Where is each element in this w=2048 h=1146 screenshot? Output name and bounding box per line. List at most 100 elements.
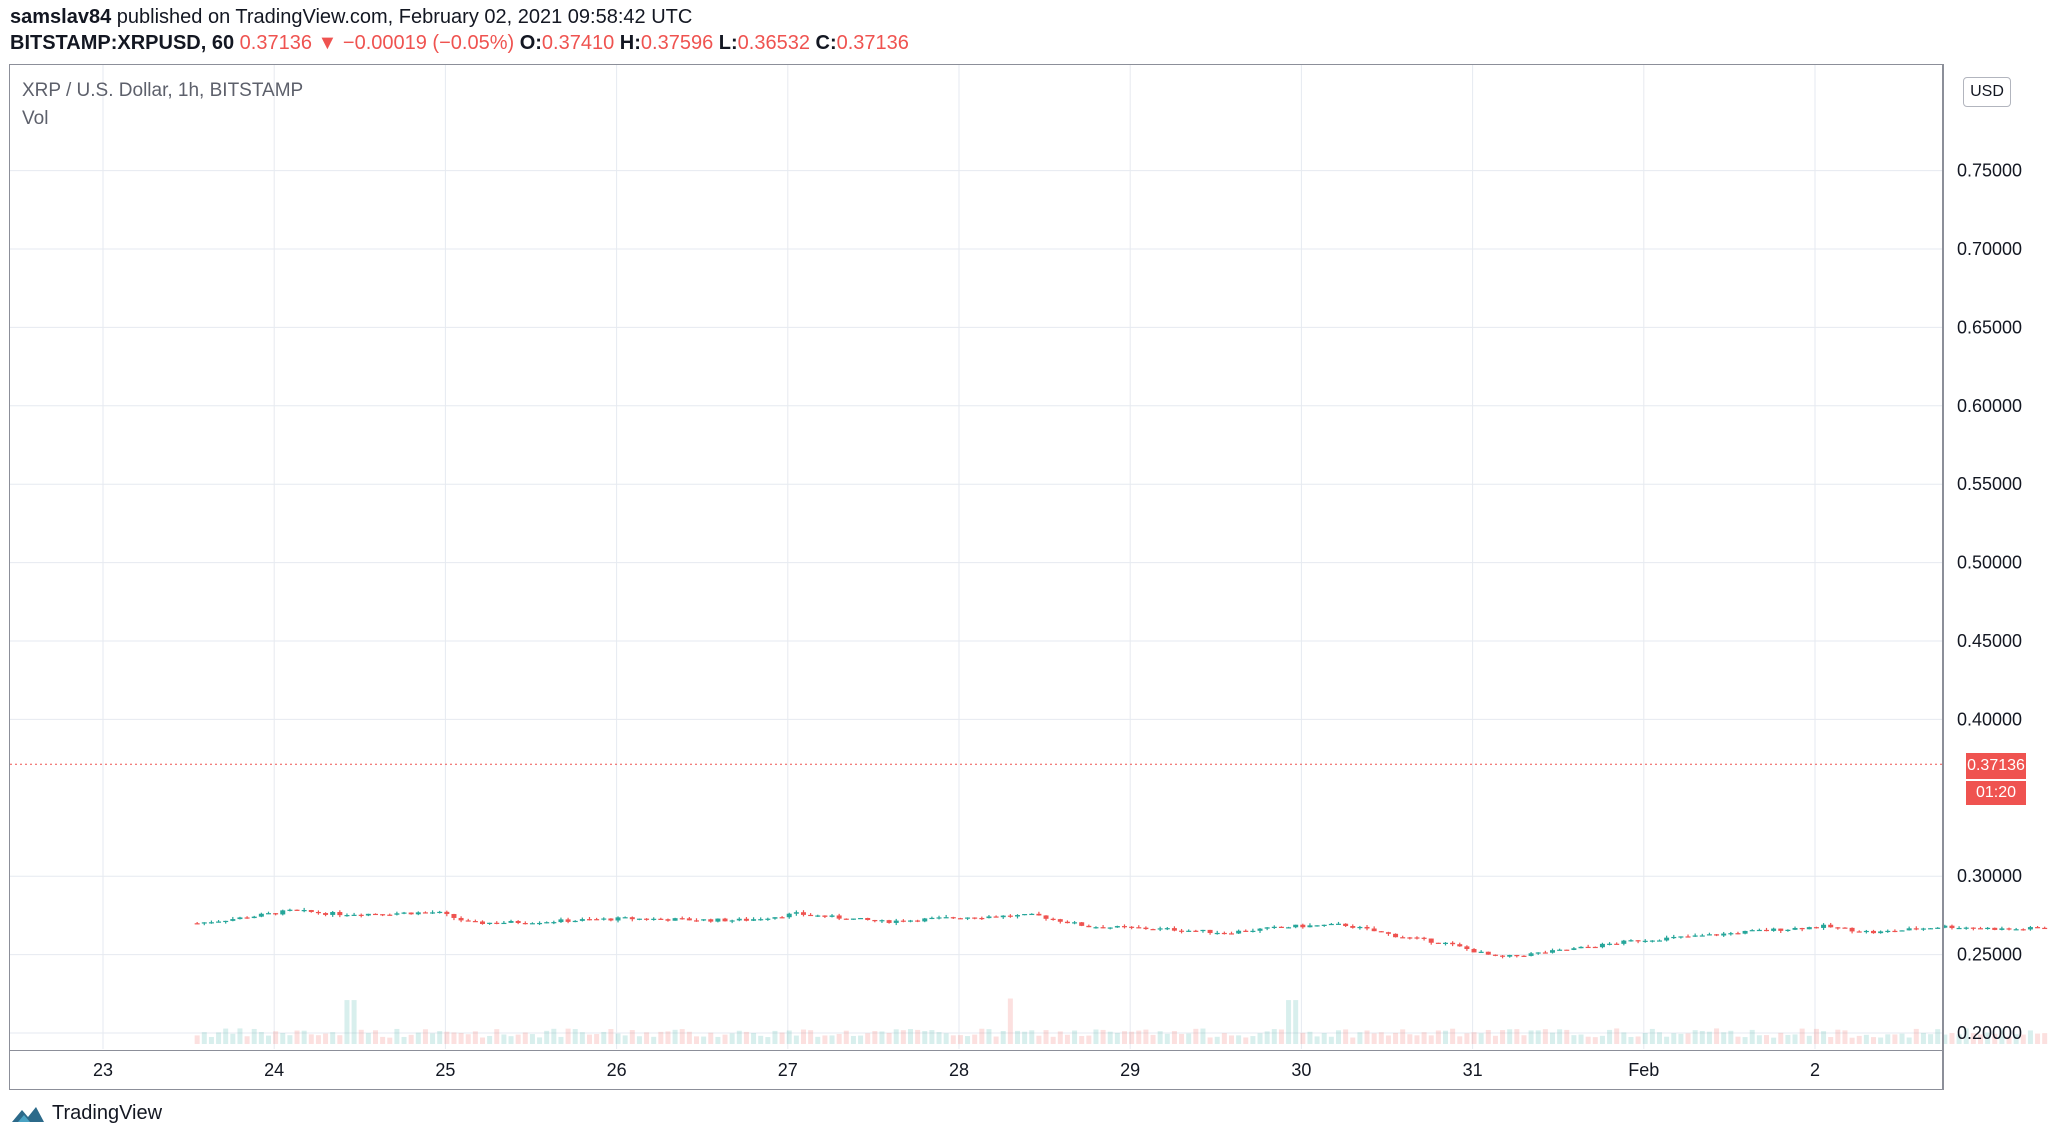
volume-bar — [572, 1029, 578, 1044]
volume-bar — [943, 1033, 949, 1044]
candle-body — [865, 918, 871, 920]
volume-bar — [487, 1035, 493, 1044]
volume-bar — [629, 1030, 635, 1044]
high-label: H: — [619, 32, 641, 54]
volume-bar — [1029, 1030, 1035, 1044]
candle-body — [1507, 954, 1513, 957]
candle-body — [1778, 928, 1784, 931]
price-tick-label: 0.65000 — [1957, 317, 2022, 337]
volume-bar — [1749, 1029, 1755, 1044]
candle-body — [487, 922, 493, 924]
volume-bar — [936, 1032, 942, 1044]
candle-body — [1906, 928, 1912, 931]
volume-bar — [501, 1034, 507, 1044]
volume-bar — [394, 1028, 400, 1044]
volume-bar — [1428, 1035, 1434, 1044]
volume-bar — [993, 1036, 999, 1044]
volume-bar — [1072, 1030, 1078, 1044]
candle-body — [1157, 928, 1163, 930]
volume-bar — [223, 1028, 229, 1044]
volume-bar — [972, 1034, 978, 1044]
open-label: O: — [519, 32, 542, 54]
tradingview-brand[interactable]: TradingView — [10, 1102, 162, 1125]
volume-bar — [522, 1032, 528, 1044]
volume-bar — [665, 1031, 671, 1044]
volume-bar — [779, 1032, 785, 1044]
volume-bar — [1849, 1037, 1855, 1044]
volume-bar — [258, 1032, 264, 1044]
candle-body — [1050, 918, 1056, 920]
change-value: −0.00019 (−0.05%) — [342, 32, 515, 54]
candle-body — [858, 918, 864, 920]
volume-bar — [907, 1029, 913, 1044]
volume-bar — [601, 1031, 607, 1044]
volume-bar — [836, 1033, 842, 1044]
volume-bar — [273, 1031, 279, 1044]
candle-body — [2020, 929, 2026, 931]
price-tick-label: 0.30000 — [1957, 866, 2022, 886]
volume-bar — [1164, 1033, 1170, 1044]
candle-body — [1357, 926, 1363, 929]
candle-body — [301, 910, 307, 912]
candle-body — [1885, 930, 1891, 933]
candle-body — [522, 923, 528, 925]
volume-bar — [1136, 1030, 1142, 1044]
candle-body — [1699, 935, 1705, 937]
candle-body — [1728, 933, 1734, 935]
volume-bar — [1093, 1029, 1099, 1044]
candle-body — [529, 923, 535, 925]
volume-bar — [586, 1034, 592, 1044]
candle-body — [1278, 926, 1284, 928]
time-tick-label: 31 — [1463, 1060, 1483, 1080]
volume-bar — [2013, 1034, 2019, 1044]
volume-bar — [1585, 1036, 1591, 1044]
volume-bar — [808, 1030, 814, 1044]
candle-body — [1300, 924, 1306, 928]
candle-body — [1607, 943, 1613, 945]
candle-body — [1500, 955, 1506, 957]
volume-bar — [1999, 1028, 2005, 1044]
volume-bar — [929, 1030, 935, 1044]
candle-body — [943, 917, 949, 919]
candle-body — [693, 920, 699, 922]
candle-body — [1421, 937, 1427, 939]
volume-bar — [608, 1029, 614, 1044]
volume-bar — [1835, 1029, 1841, 1044]
candles — [194, 907, 2048, 959]
candle-body — [1949, 925, 1955, 929]
candle-body — [636, 918, 642, 920]
volume-bar — [1171, 1031, 1177, 1044]
candle-body — [1243, 930, 1249, 932]
volume-bar — [622, 1035, 628, 1044]
currency-button[interactable]: USD — [1963, 77, 2011, 107]
candle-body — [1428, 938, 1434, 943]
volume-bar — [1500, 1030, 1506, 1044]
candle-body — [1393, 933, 1399, 938]
candle-body — [965, 917, 971, 919]
volume-bar — [1692, 1030, 1698, 1044]
candle-body — [1892, 930, 1898, 933]
candle-body — [1457, 944, 1463, 947]
candle-body — [601, 918, 607, 920]
candle-body — [280, 910, 286, 915]
candle-body — [194, 923, 200, 925]
candle-body — [1870, 930, 1876, 934]
close-value: 0.37136 — [836, 32, 909, 54]
candle-body — [1614, 943, 1620, 945]
candle-body — [1257, 928, 1263, 931]
volume-bar — [280, 1033, 286, 1044]
author-name[interactable]: samslav84 — [10, 6, 112, 28]
volume-bar — [879, 1031, 885, 1044]
candle-body — [822, 915, 828, 917]
candle-body — [2013, 929, 2019, 931]
volume-bar — [1685, 1033, 1691, 1044]
candle-body — [1335, 923, 1341, 925]
candle-body — [208, 922, 214, 924]
candle-body — [537, 922, 543, 925]
candle-body — [1578, 946, 1584, 949]
volume-bar — [1293, 1000, 1299, 1044]
volume-bar — [515, 1034, 521, 1044]
volume-bar — [701, 1036, 707, 1044]
candle-body — [2035, 927, 2041, 929]
